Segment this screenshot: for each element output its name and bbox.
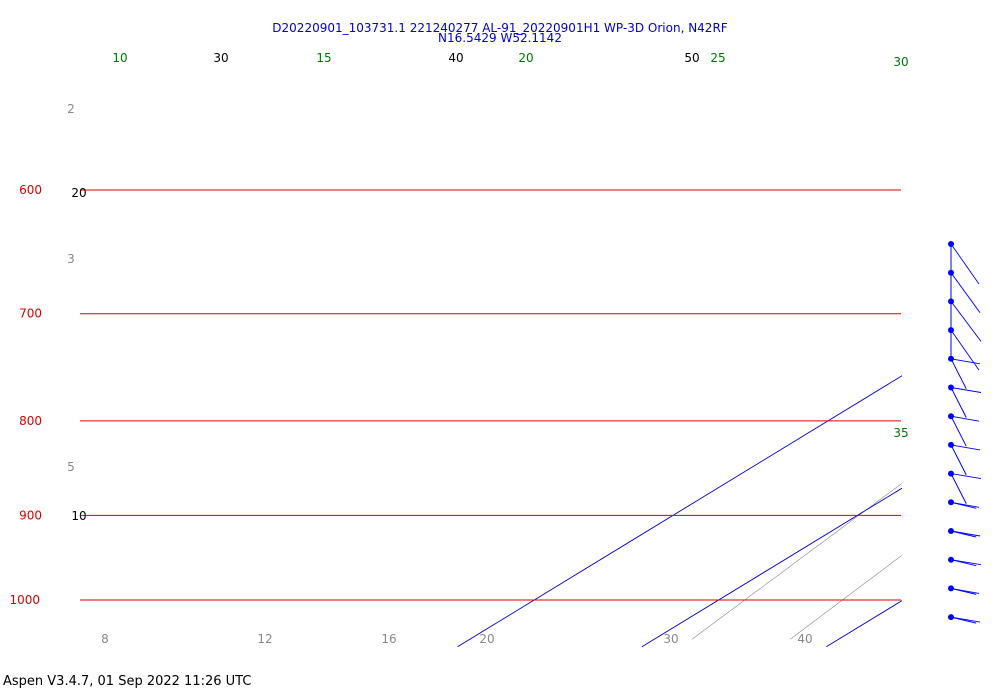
wind-barb-staff bbox=[950, 387, 967, 418]
wind-barb-flag bbox=[950, 358, 981, 365]
wind-barb bbox=[948, 269, 981, 313]
wind-barb bbox=[948, 585, 980, 595]
isotherms bbox=[457, 375, 902, 648]
chart-title-line-2: N16.5429 W52.1142 bbox=[438, 31, 562, 45]
wind-barb-flag bbox=[950, 272, 981, 313]
wind-barb-flag bbox=[950, 329, 980, 371]
dry-adiabat-label: 40 bbox=[448, 51, 463, 65]
isotherm-line bbox=[641, 487, 902, 648]
wind-barb bbox=[948, 355, 981, 390]
wind-barb bbox=[948, 413, 980, 447]
mixing-ratio-label: 5 bbox=[67, 460, 75, 474]
wind-barb bbox=[948, 614, 981, 624]
isobar-label: 700 bbox=[19, 307, 42, 321]
wind-barbs bbox=[948, 241, 982, 624]
moist-adiabats bbox=[913, 135, 1000, 640]
dry-adiabat-label: 30 bbox=[213, 51, 228, 65]
wind-barb bbox=[948, 441, 981, 476]
wind-barb bbox=[948, 384, 982, 418]
wind-barb bbox=[948, 499, 980, 509]
dry-adiabat-label: 20 bbox=[71, 186, 86, 200]
wind-barb bbox=[948, 327, 980, 371]
footer-version-text: Aspen V3.4.7, 01 Sep 2022 11:26 UTC bbox=[3, 674, 252, 689]
wind-barb-flag bbox=[950, 501, 980, 508]
isobar-label: 600 bbox=[19, 183, 42, 197]
wind-barb bbox=[948, 528, 981, 538]
chart-title-line-1: D20220901_103731.1 221240277 AL-91_20220… bbox=[272, 21, 728, 35]
mixing-ratio-label: 40 bbox=[797, 632, 812, 646]
moist-adiabat-label: 35 bbox=[893, 426, 908, 440]
wind-barb-staff bbox=[950, 444, 967, 476]
mixing-ratio-line bbox=[920, 135, 1000, 640]
wind-barb-flag bbox=[950, 530, 981, 537]
moist-adiabat-line bbox=[913, 135, 1000, 640]
isobars bbox=[80, 189, 901, 601]
mixing-ratio-label: 8 bbox=[101, 632, 109, 646]
isobar-label: 800 bbox=[19, 414, 42, 428]
wind-barb bbox=[948, 298, 982, 342]
wind-barb-flag bbox=[950, 616, 981, 623]
mixing-ratio-line bbox=[790, 554, 902, 640]
mixing-ratio-label: 2 bbox=[67, 102, 75, 116]
wind-barb bbox=[948, 470, 982, 504]
wind-barb bbox=[948, 556, 982, 567]
wind-barb-flag bbox=[950, 415, 980, 422]
dry-adiabat-label: 50 bbox=[684, 51, 699, 65]
mixing-ratio-label: 16 bbox=[381, 632, 396, 646]
isobar-label: 1000 bbox=[9, 593, 40, 607]
dry-adiabat-label: 10 bbox=[71, 509, 86, 523]
mixing-ratio-label: 30 bbox=[663, 632, 678, 646]
wind-barb-staff bbox=[950, 358, 967, 390]
wind-barb-flag bbox=[950, 444, 981, 451]
wind-barb-staff bbox=[950, 415, 967, 447]
mixing-ratio-label: 20 bbox=[479, 632, 494, 646]
wind-barb-flag bbox=[950, 301, 982, 342]
mixing-ratio-lines bbox=[691, 135, 1000, 640]
isobar-label: 900 bbox=[19, 508, 42, 522]
moist-adiabat-label: 15 bbox=[316, 51, 331, 65]
isotherm-line bbox=[457, 375, 902, 648]
moist-adiabat-label: 20 bbox=[518, 51, 533, 65]
moist-adiabat-label: 30 bbox=[893, 55, 908, 69]
mixing-ratio-label: 12 bbox=[257, 632, 272, 646]
mixing-ratio-line bbox=[691, 482, 902, 640]
moist-adiabat-label: 10 bbox=[112, 51, 127, 65]
mixing-ratio-label: 3 bbox=[67, 252, 75, 266]
wind-barb-flag bbox=[950, 387, 982, 393]
wind-barb-flag bbox=[950, 243, 980, 285]
isotherm-line bbox=[826, 600, 902, 648]
wind-barb bbox=[948, 241, 980, 285]
axis-labels: 6007008009001000-10010203010152025303530… bbox=[9, 51, 908, 646]
wind-barb-flag bbox=[950, 559, 982, 566]
wind-barb-staff bbox=[950, 473, 967, 504]
moist-adiabat-label: 25 bbox=[710, 51, 725, 65]
wind-barb-flag bbox=[950, 587, 980, 594]
wind-barb-flag bbox=[950, 473, 982, 480]
